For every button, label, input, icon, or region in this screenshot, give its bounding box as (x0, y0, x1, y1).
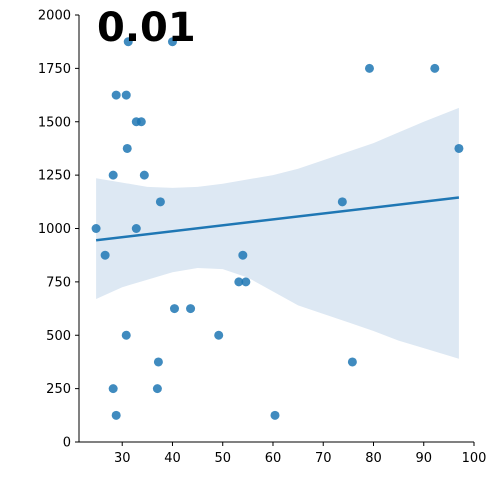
x-tick-label: 80 (365, 451, 382, 466)
scatter-point (169, 304, 179, 314)
scatter-point (121, 330, 131, 340)
x-tick-label: 90 (415, 451, 432, 466)
scatter-point (337, 197, 347, 207)
y-tick-label: 250 (46, 382, 71, 397)
y-tick-label: 1250 (38, 169, 71, 184)
regression-line (95, 196, 460, 242)
scatter-point (214, 330, 224, 340)
x-tick-label: 70 (315, 451, 332, 466)
scatter-point (91, 224, 101, 233)
scatter-point (108, 384, 118, 394)
chart-title: 0.01 (97, 5, 196, 51)
scatter-point (152, 384, 162, 394)
scatter-point (270, 410, 280, 420)
scatter-point (347, 357, 357, 367)
scatter-points-layer (91, 37, 464, 420)
scatter-point (364, 63, 374, 73)
scatter-point (238, 250, 248, 260)
x-tick-label: 60 (265, 451, 282, 466)
scatter-point (111, 90, 121, 100)
y-tick-label: 1750 (38, 62, 71, 77)
axes: 30 40 50 60 70 80 90 10002505007501000125015001… (38, 9, 487, 467)
scatter-point (155, 197, 165, 207)
scatter-point (111, 410, 121, 420)
y-tick-label: 1500 (38, 115, 71, 130)
scatter-point (131, 224, 141, 233)
scatter-point (122, 143, 132, 153)
scatter-point (454, 143, 464, 153)
scatter-point (241, 277, 251, 287)
confidence-band-layer (96, 107, 459, 359)
scatter-point (123, 37, 133, 47)
y-tick-label: 750 (46, 275, 71, 290)
x-tick-label: 30 (114, 451, 131, 466)
y-tick-label: 2000 (38, 9, 71, 24)
y-tick-label: 1000 (38, 222, 71, 237)
x-tick-label: 50 (214, 451, 231, 466)
scatter-point (186, 304, 196, 314)
regression-line-layer (95, 196, 460, 242)
y-tick-label: 0 (63, 436, 71, 451)
x-tick-label: 40 (164, 451, 181, 466)
scatter-point (430, 63, 440, 73)
scatter-point (136, 117, 146, 127)
confidence-band (96, 107, 459, 359)
scatter-point (234, 277, 244, 287)
y-tick-label: 500 (46, 329, 71, 344)
scatter-point (108, 170, 118, 180)
scatter-point (121, 90, 131, 100)
scatter-point (167, 37, 177, 47)
x-tick-label: 100 (462, 451, 487, 466)
scatter-point (153, 357, 163, 367)
scatter-point (100, 250, 110, 260)
scatter-point (139, 170, 149, 180)
